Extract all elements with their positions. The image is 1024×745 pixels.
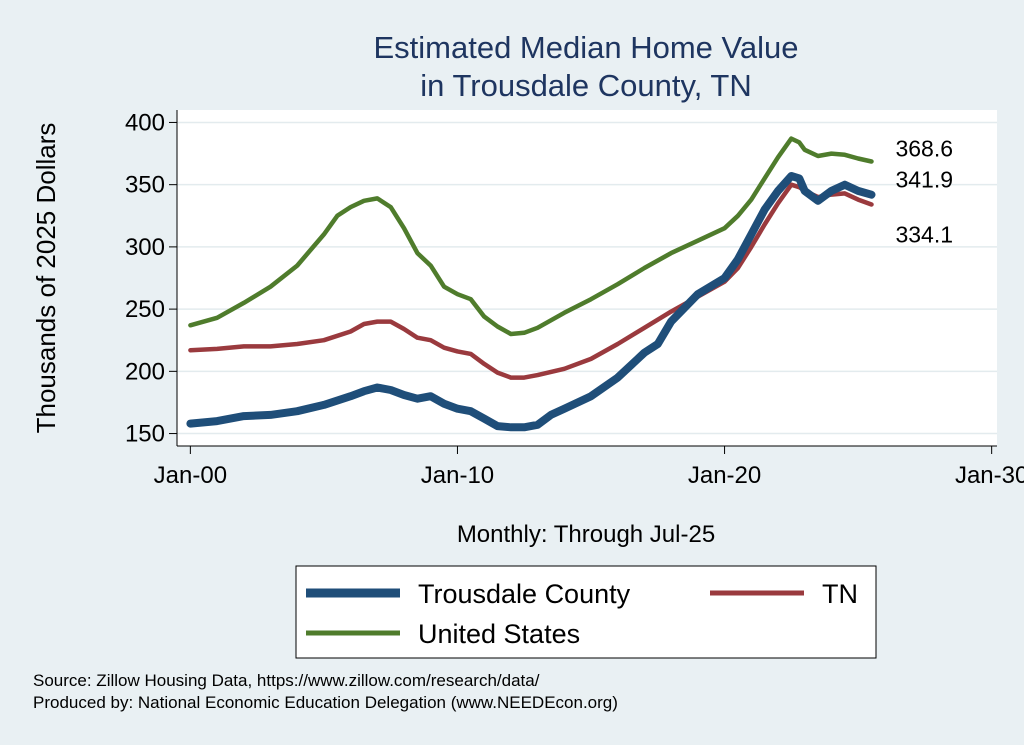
chart-title-line-1: Estimated Median Home Value [373,30,798,65]
y-axis-ticks: 150 200 250 300 350 400 [125,109,177,448]
y-tick-label-250: 250 [125,296,165,323]
series-line-united-states [188,136,874,337]
legend-label-united-states: United States [418,619,580,649]
series-line-tn [188,182,874,380]
x-axis-title: Monthly: Through Jul-25 [457,521,715,548]
end-labels: 368.6 334.1 341.9 [895,136,953,248]
y-tick-label-350: 350 [125,172,165,199]
y-tick-label-150: 150 [125,421,165,448]
source-note: Source: Zillow Housing Data, https://www… [33,671,540,690]
y-tick-label-200: 200 [125,358,165,385]
chart-title-line-2: in Trousdale County, TN [420,68,751,103]
y-axis-title: Thousands of 2025 Dollars [31,123,61,434]
legend: Trousdale County TN United States [306,579,858,649]
plot-area [177,110,997,446]
legend-label-trousdale-county: Trousdale County [418,579,631,609]
end-label-trousdale-county: 341.9 [895,167,953,193]
series-lines [186,136,876,432]
legend-box [295,565,877,659]
y-tick-label-300: 300 [125,234,165,261]
produced-by-note: Produced by: National Economic Education… [33,693,618,712]
x-tick-label-2: Jan-20 [688,462,761,489]
series-line-trousdale-county [186,172,876,432]
x-tick-label-3: Jan-30 [955,462,1024,489]
y-tick-label-400: 400 [125,109,165,136]
x-axis-ticks: Jan-00 Jan-10 Jan-20 Jan-30 [154,446,1024,489]
end-label-tn: 334.1 [895,221,953,247]
end-label-united-states: 368.6 [895,136,953,162]
x-tick-label-0: Jan-00 [154,462,227,489]
legend-label-tn: TN [822,579,858,609]
x-tick-label-1: Jan-10 [421,462,494,489]
